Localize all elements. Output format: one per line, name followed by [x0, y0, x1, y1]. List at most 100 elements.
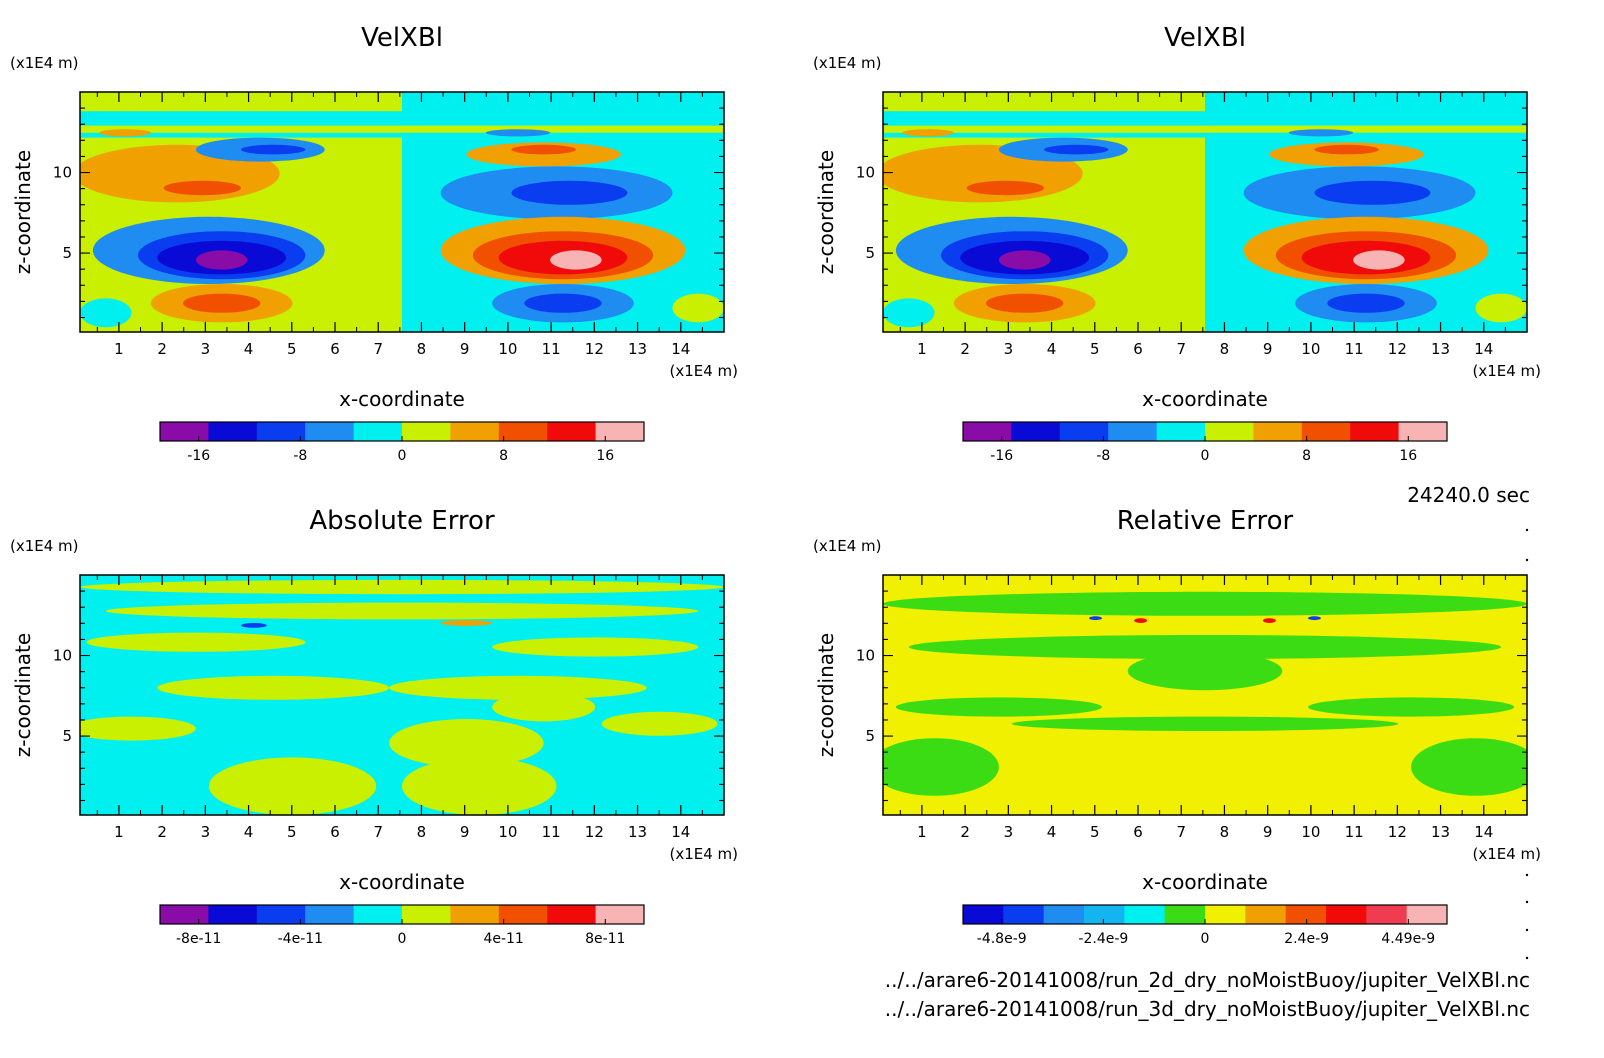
- contour-region: [195, 250, 248, 270]
- contour-region: [1475, 293, 1527, 323]
- x-tick-label: 13: [1431, 340, 1450, 358]
- colorbar-swatch: [1156, 422, 1206, 441]
- colorbar-tick-label: -8: [1096, 448, 1110, 464]
- contour-region: [183, 293, 261, 313]
- contour-region: [80, 579, 724, 595]
- x-tick-label: 1: [917, 340, 927, 358]
- contour-region: [883, 738, 999, 796]
- x-tick-label: 8: [1220, 340, 1230, 358]
- colorbar-swatch: [1326, 905, 1367, 924]
- contour-region: [883, 298, 935, 328]
- colorbar-swatch: [1350, 422, 1400, 441]
- colorbar-swatch: [595, 422, 645, 441]
- contour-region: [163, 180, 241, 196]
- contour-region: [601, 711, 718, 736]
- x-tick-label: 12: [1388, 823, 1407, 841]
- contour-region: [241, 623, 267, 628]
- contour-region: [208, 757, 377, 815]
- contour-region: [1262, 618, 1276, 623]
- contour-region: [1288, 129, 1354, 137]
- colorbar-swatch: [160, 422, 209, 441]
- x-tick-label: 2: [960, 340, 970, 358]
- x-tick-label: 7: [1176, 340, 1186, 358]
- field-band: [883, 132, 1527, 138]
- colorbar-swatch: [1205, 905, 1246, 924]
- contour-region: [550, 250, 602, 270]
- colorbar-swatch: [963, 905, 1004, 924]
- colorbar-tick-label: 8: [1302, 448, 1311, 464]
- colorbar-swatch: [353, 422, 403, 441]
- panel-title: VelXBl: [1164, 23, 1246, 53]
- colorbar-tick-label: 0: [1201, 448, 1210, 464]
- x-axis-label: x-coordinate: [1142, 387, 1268, 411]
- colorbar-swatch: [1245, 905, 1287, 924]
- y-tick-label: 5: [865, 727, 875, 745]
- x-tick-label: 6: [330, 823, 340, 841]
- contour-region: [883, 591, 1527, 616]
- colorbar-swatch: [498, 905, 548, 924]
- contour-region: [908, 635, 1502, 659]
- contour-region: [1134, 618, 1148, 623]
- contour-region: [485, 129, 551, 137]
- contour-region: [492, 637, 699, 657]
- x-tick-label: 7: [373, 823, 383, 841]
- colorbar-swatch: [256, 905, 306, 924]
- x-tick-label: 8: [1220, 823, 1230, 841]
- x-tick-label: 1: [114, 823, 124, 841]
- contour-region: [672, 293, 724, 323]
- x-axis-label: x-coordinate: [339, 387, 465, 411]
- colorbar-tick-label: -16: [990, 448, 1013, 464]
- plot-frame: [882, 574, 1528, 816]
- contour-region: [966, 180, 1044, 196]
- y-tick-label: 5: [62, 727, 72, 745]
- contour-region: [1044, 144, 1109, 155]
- contour-region: [80, 298, 132, 328]
- x-tick-label: 5: [1090, 823, 1100, 841]
- y-tick-label: 5: [62, 244, 72, 262]
- colorbar-swatch: [1011, 422, 1061, 441]
- x-tick-label: 5: [287, 340, 297, 358]
- y-tick-label: 10: [53, 647, 72, 665]
- colorbar-swatch: [402, 422, 451, 441]
- contour-region: [1308, 697, 1515, 717]
- contour-region: [99, 129, 151, 137]
- colorbar-swatch: [208, 422, 258, 441]
- colorbar: -8e-11 -4e-11 0 4e-11 8e-11: [159, 904, 645, 947]
- contour-region: [80, 716, 196, 741]
- plot-frame: [79, 574, 725, 816]
- x-tick-label: 1: [114, 340, 124, 358]
- y-axis-label: z-coordinate: [11, 150, 35, 274]
- x-tick-label: 3: [201, 823, 211, 841]
- y-axis-label: z-coordinate: [814, 633, 838, 757]
- x-tick-label: 8: [417, 823, 427, 841]
- colorbar-tick-label: -8: [293, 448, 307, 464]
- panel-4: Relative Error(x1E4 m)1 2 3 4 5 6 7 8 9 10 11 12 13 1…: [813, 506, 1541, 947]
- heatmap-field: [80, 92, 724, 332]
- contour-region: [986, 293, 1064, 313]
- contour-region: [1327, 293, 1405, 313]
- x-tick-label: 7: [373, 340, 383, 358]
- colorbar-swatch: [160, 905, 209, 924]
- x-tick-label: 9: [460, 823, 470, 841]
- x-tick-label: 13: [628, 823, 647, 841]
- x-tick-label: 12: [1388, 340, 1407, 358]
- x-tick-label: 4: [1047, 823, 1057, 841]
- plot-frame: [882, 91, 1528, 333]
- contour-region: [157, 675, 390, 700]
- contour-region: [389, 675, 647, 700]
- colorbar-swatch: [305, 422, 355, 441]
- colorbar-swatch: [353, 905, 403, 924]
- x-tick-label: 14: [1474, 823, 1493, 841]
- x-tick-label: 3: [201, 340, 211, 358]
- heatmap-field: [883, 92, 1527, 332]
- colorbar-swatch: [208, 905, 258, 924]
- x-tick-label: 2: [157, 823, 167, 841]
- y-unit: (x1E4 m): [813, 537, 882, 555]
- x-tick-label: 4: [1047, 340, 1057, 358]
- x-tick-label: 1: [917, 823, 927, 841]
- x-tick-label: 9: [460, 340, 470, 358]
- colorbar-tick-label: 4e-11: [483, 931, 523, 947]
- x-tick-label: 12: [585, 340, 604, 358]
- file-path-1: ../../arare6-20141008/run_2d_dry_noMoist…: [885, 968, 1530, 992]
